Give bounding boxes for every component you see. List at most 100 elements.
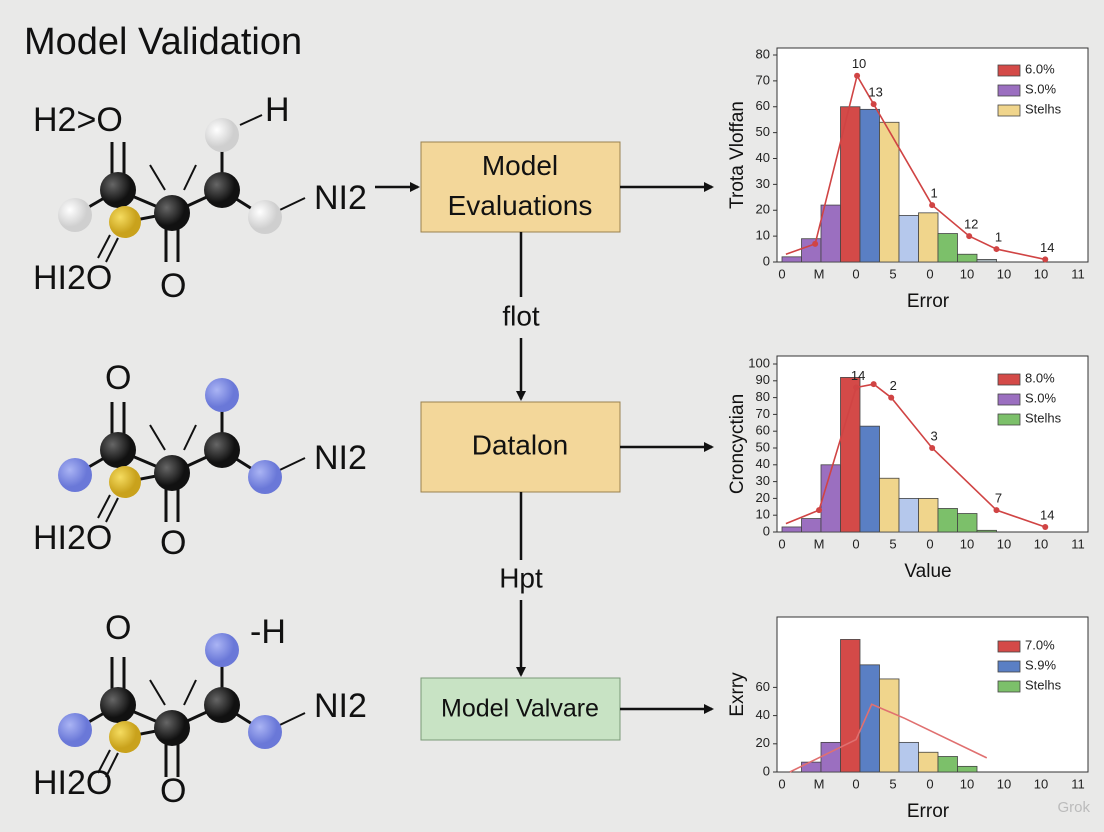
point-label: 2 xyxy=(890,378,897,393)
atom xyxy=(204,172,240,208)
y-axis-label: Croncyctian xyxy=(727,394,748,494)
trend-point xyxy=(966,233,973,240)
bar xyxy=(879,121,900,263)
atom xyxy=(100,172,136,208)
legend-label: S.9% xyxy=(1025,657,1057,672)
x-tick-label: M xyxy=(814,266,825,281)
y-tick-label: 70 xyxy=(756,72,770,87)
y-tick-label: 80 xyxy=(756,46,770,61)
legend-swatch xyxy=(997,84,1021,97)
point-label: 14 xyxy=(851,368,865,383)
legend-swatch xyxy=(997,373,1021,386)
legend-label: Stelhs xyxy=(1025,101,1062,116)
point-label: 7 xyxy=(995,491,1002,506)
bar xyxy=(781,256,802,263)
molecule-label: -H xyxy=(250,613,286,651)
atom xyxy=(204,432,240,468)
molecule-label: H xyxy=(265,91,290,129)
bar xyxy=(937,508,958,533)
point-label: 13 xyxy=(868,85,882,100)
trend-point xyxy=(929,445,936,451)
legend-label: 6.0% xyxy=(1025,61,1055,76)
bar xyxy=(976,259,997,263)
x-axis-label: Error xyxy=(907,801,950,822)
legend-swatch xyxy=(997,640,1021,653)
legend-label: 8.0% xyxy=(1025,370,1055,385)
bar xyxy=(820,464,841,533)
y-tick-label: 30 xyxy=(756,176,770,191)
bar xyxy=(957,253,978,263)
bond xyxy=(149,424,166,451)
trend-line xyxy=(789,703,988,773)
bar xyxy=(937,756,958,773)
x-tick-label: 10 xyxy=(1034,266,1048,281)
x-tick-label: M xyxy=(814,536,825,551)
molecule-label: O xyxy=(160,267,186,305)
atom xyxy=(205,118,239,152)
x-axis-label: Error xyxy=(907,291,950,312)
molecule-label: O xyxy=(105,609,131,647)
molecule xyxy=(58,633,306,778)
bar xyxy=(840,639,861,773)
node-box xyxy=(420,141,621,233)
legend-swatch xyxy=(997,413,1021,426)
legend-label: S.0% xyxy=(1025,81,1057,96)
x-tick-label: 11 xyxy=(1071,536,1085,551)
bond xyxy=(105,752,119,778)
bar xyxy=(898,215,919,263)
molecule-label: O xyxy=(105,359,131,397)
bar xyxy=(820,204,841,263)
node-label: Model Evaluations xyxy=(448,150,593,221)
node-box xyxy=(420,401,621,493)
atom xyxy=(205,633,239,667)
bar xyxy=(976,529,997,533)
x-tick-label: 0 xyxy=(778,776,785,791)
molecule-label: NI2 xyxy=(314,439,367,477)
bond xyxy=(239,114,263,126)
y-tick-label: 20 xyxy=(756,735,770,750)
bond xyxy=(97,749,111,774)
x-tick-label: 0 xyxy=(926,266,933,281)
atom xyxy=(109,206,141,238)
atom xyxy=(58,458,92,492)
x-tick-label: 0 xyxy=(926,536,933,551)
x-tick-label: 11 xyxy=(1071,266,1085,281)
watermark: Grok xyxy=(1057,799,1090,816)
molecule-label: NI2 xyxy=(314,687,367,725)
y-tick-label: 80 xyxy=(756,389,770,404)
bar xyxy=(801,238,822,263)
atom xyxy=(109,466,141,498)
trend-point xyxy=(870,381,877,388)
molecule-label: H2>O xyxy=(33,101,123,139)
atom xyxy=(58,198,92,232)
y-tick-label: 60 xyxy=(756,679,770,694)
bond xyxy=(149,679,166,706)
title: Model Validation xyxy=(24,21,302,63)
y-tick-label: 10 xyxy=(756,507,770,522)
bar xyxy=(801,518,822,533)
y-tick-label: 60 xyxy=(756,423,770,438)
y-tick-label: 30 xyxy=(756,473,770,488)
y-axis-label: Exrry xyxy=(727,672,748,717)
x-tick-label: 10 xyxy=(960,536,974,551)
bar xyxy=(918,751,939,773)
legend-label: S.0% xyxy=(1025,390,1057,405)
trend-point xyxy=(993,246,1000,253)
y-tick-label: 90 xyxy=(756,372,770,387)
bar xyxy=(918,497,939,533)
y-tick-label: 50 xyxy=(756,439,770,454)
atom xyxy=(154,195,190,231)
legend-label: Stelhs xyxy=(1025,677,1062,692)
trend-point xyxy=(929,202,936,209)
x-tick-label: M xyxy=(814,776,825,791)
bar xyxy=(918,212,939,263)
y-tick-label: 60 xyxy=(756,98,770,113)
molecule-label: NI2 xyxy=(314,179,367,217)
molecule-label: O xyxy=(160,524,186,562)
legend-label: Stelhs xyxy=(1025,410,1062,425)
bond xyxy=(183,679,197,706)
bar xyxy=(859,108,880,263)
bond xyxy=(97,494,111,519)
x-tick-label: 0 xyxy=(852,776,859,791)
